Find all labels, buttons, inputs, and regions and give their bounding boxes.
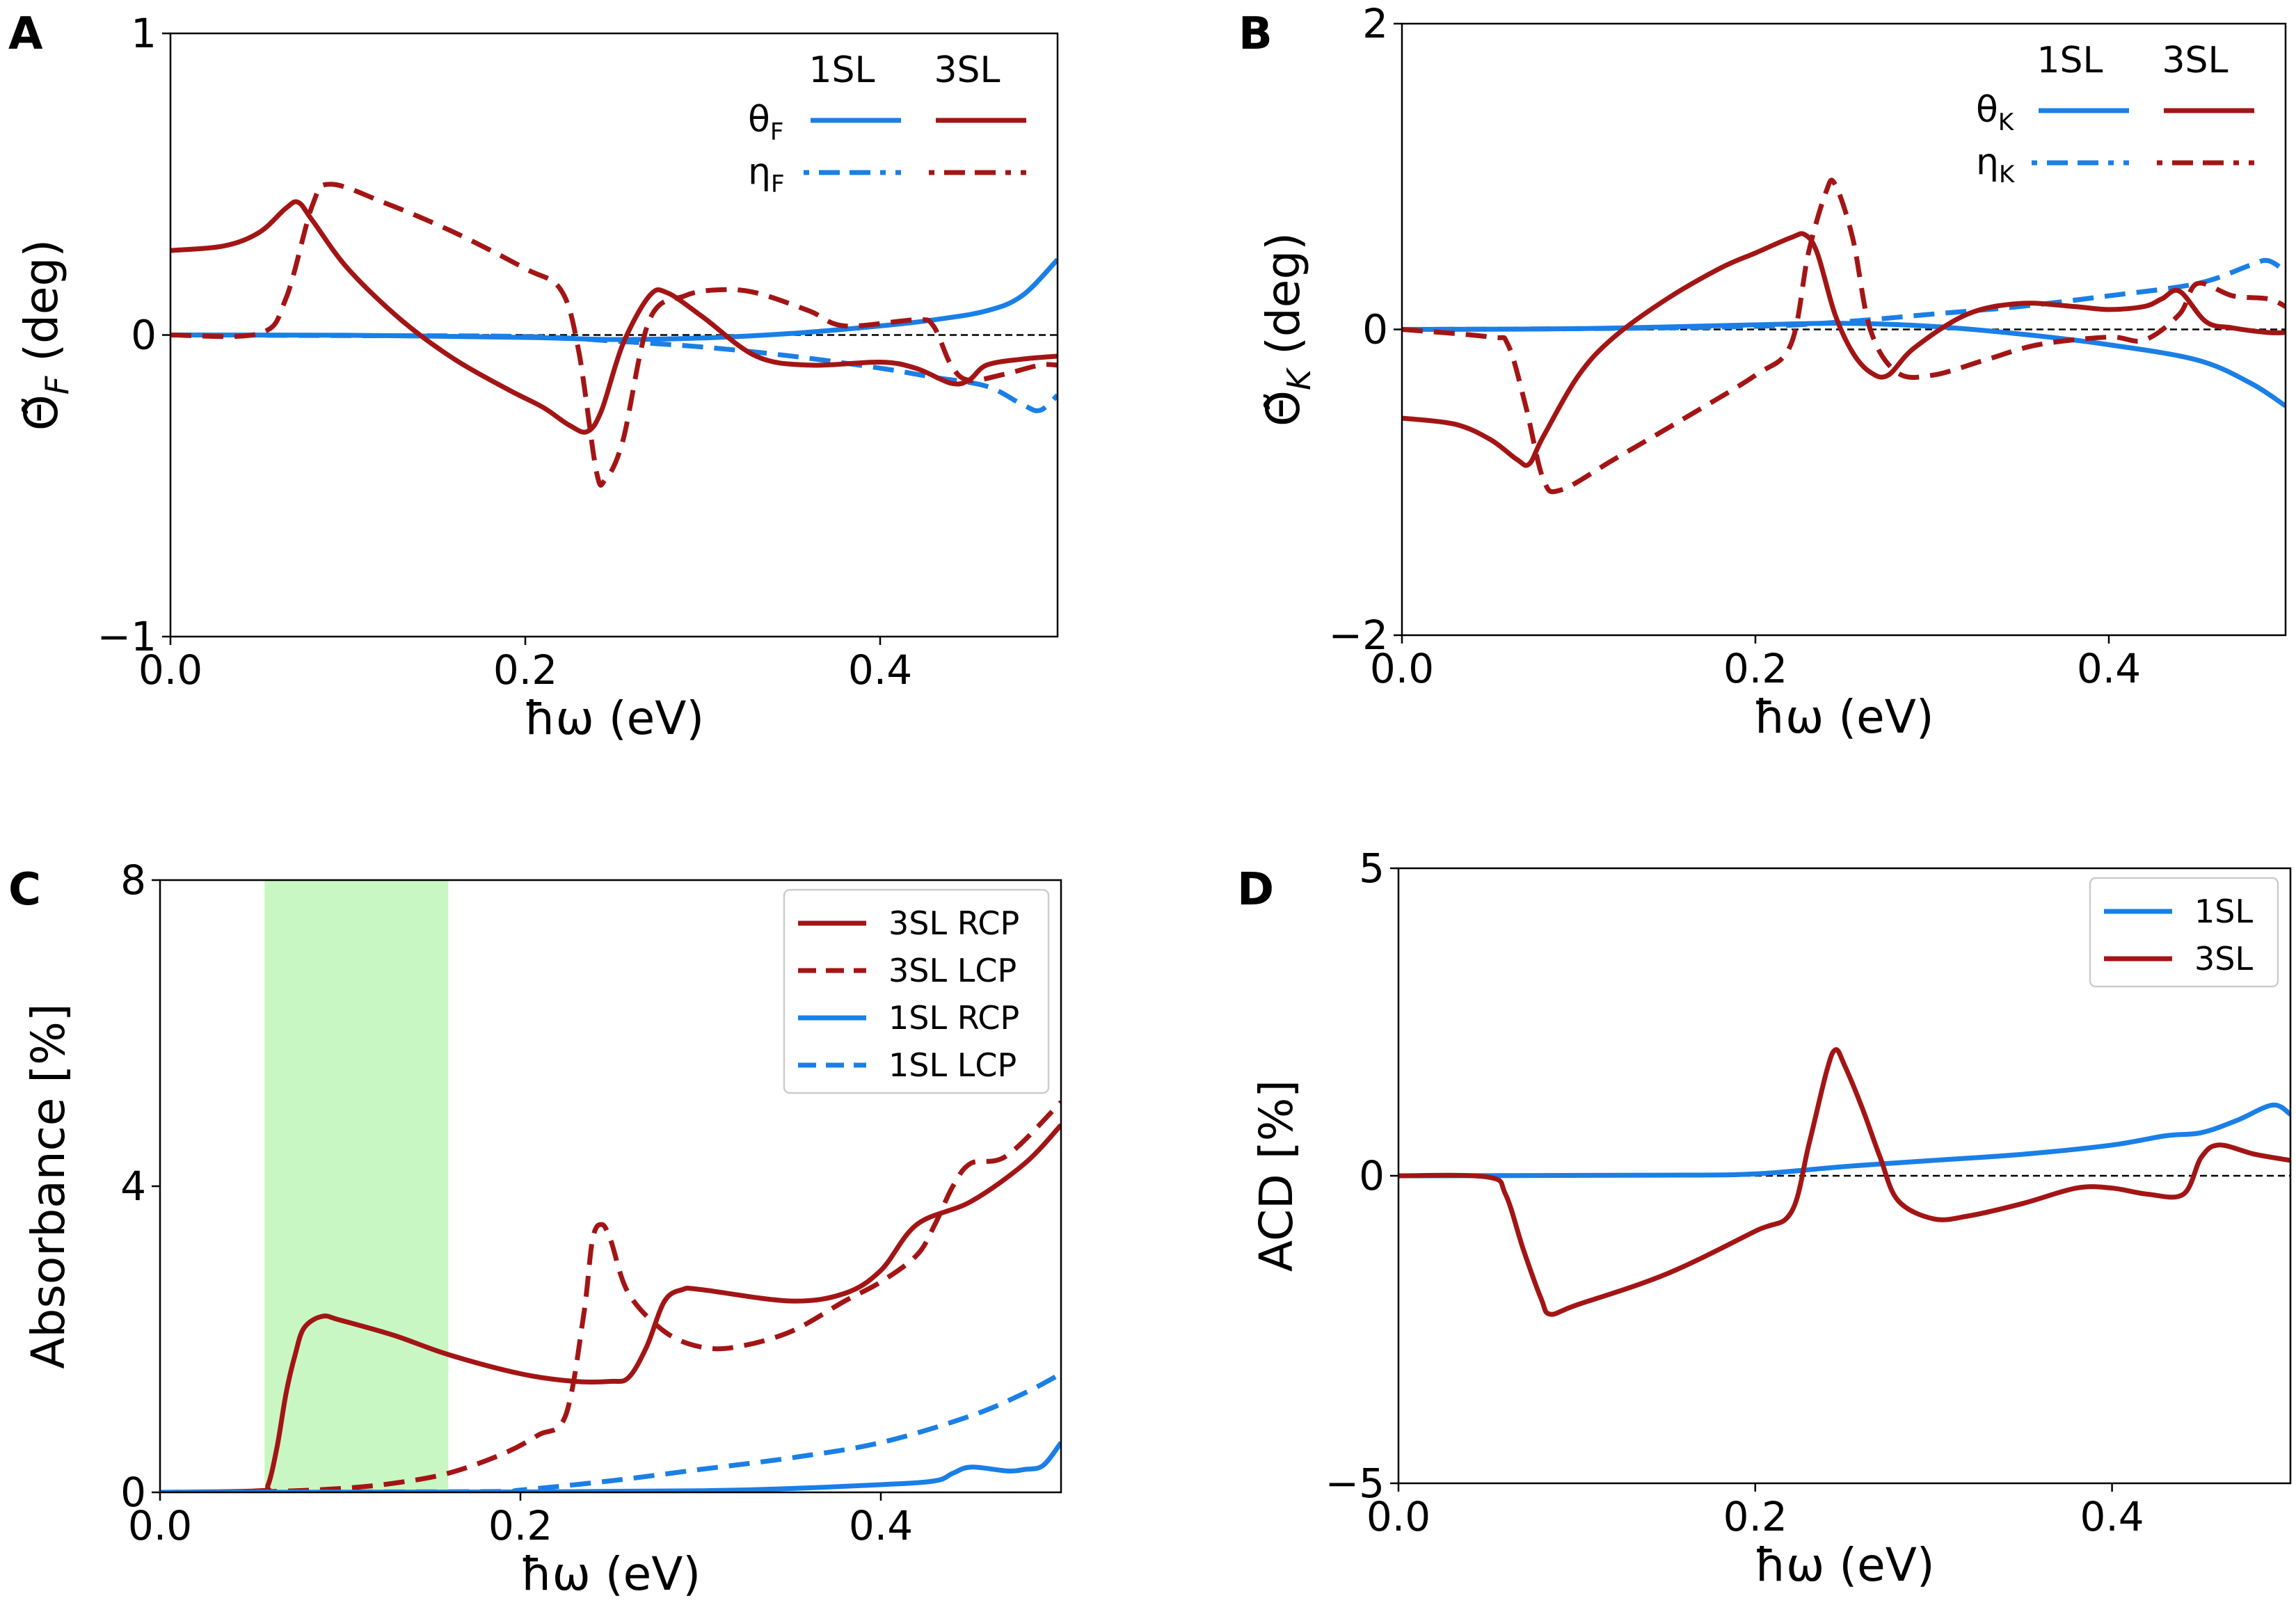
legend-column-header: 3SL <box>2162 40 2228 81</box>
y-label-unit: (deg) <box>1257 232 1310 369</box>
series-line-3sl-k <box>1402 177 2286 495</box>
y-tick-label: 5 <box>1359 845 1385 892</box>
legend-entry-label: 1SL RCP <box>888 999 1019 1037</box>
y-axis-label: Θ̃F (deg) <box>15 239 76 431</box>
legend-column-header: 3SL <box>934 49 1000 91</box>
panel-letter: B <box>1238 8 1273 60</box>
x-tick-label: 0.0 <box>128 1502 192 1549</box>
series-group <box>170 182 1058 488</box>
y-tick-label: 0 <box>1359 1152 1385 1199</box>
x-axis-label: ħω (eV) <box>1753 690 1934 744</box>
x-tick-label: 0.2 <box>488 1502 552 1549</box>
panel-letter: D <box>1237 864 1274 916</box>
series-line-3sl-rcp <box>160 1123 1061 1492</box>
y-tick-label: 1 <box>131 10 157 57</box>
y-axis-label: Θ̃K (deg) <box>1257 232 1318 426</box>
panel-a: 0.0 0.2 0.4 −1 0 1 ħω (eV) Θ̃F (deg) A 1SL 3SL θF ηF <box>8 8 1059 745</box>
panel-letter: C <box>8 864 41 916</box>
panel-c: 0.0 0.2 0.4 0 4 8 ħω (eV) Absorbance [%] C 3SL RC… <box>8 856 1062 1601</box>
y-label-symbol: Θ̃ <box>1257 390 1310 426</box>
y-label-symbol: Θ̃ <box>15 394 68 431</box>
legend-entry-label: 1SL <box>2194 893 2253 930</box>
legend: 1SL 3SL θK ηK <box>1976 40 2254 189</box>
x-axis-label: ħω (eV) <box>524 692 704 745</box>
x-tick-label: 0.0 <box>1366 1493 1430 1540</box>
legend: 1SL 3SL θF ηF <box>748 49 1026 198</box>
x-tick-label: 0.4 <box>2077 645 2141 692</box>
series-line-1sl-f <box>170 257 1058 342</box>
legend-entry-label: 3SL <box>2194 940 2253 977</box>
y-tick-label: −5 <box>1325 1460 1385 1507</box>
y-tick-label: 2 <box>1362 0 1388 47</box>
x-axis-label: ħω (eV) <box>1754 1538 1934 1592</box>
x-axis-label: ħω (eV) <box>520 1547 701 1601</box>
y-tick-label: 0 <box>131 312 157 359</box>
series-line-1sl-f <box>170 333 1058 413</box>
highlight-band <box>264 880 449 1492</box>
y-tick-label: 0 <box>1362 306 1388 353</box>
x-tick-label: 0.2 <box>1723 1493 1787 1540</box>
panel-letter: A <box>8 8 43 60</box>
y-axis-label: Absorbance [%] <box>22 1003 75 1368</box>
legend-entry-label: 3SL RCP <box>888 904 1019 942</box>
series-group <box>1398 1047 2290 1317</box>
legend-column-header: 1SL <box>2036 40 2103 81</box>
x-tick-label: 0.4 <box>849 1502 913 1549</box>
series-line-3sl <box>1398 1047 2290 1317</box>
legend-entry-label: 3SL LCP <box>888 952 1017 989</box>
x-tick-label: 0.2 <box>1723 645 1787 692</box>
series-line-1sl <box>1398 1102 2290 1179</box>
legend-entry-label: 1SL LCP <box>888 1046 1017 1084</box>
y-tick-label: −1 <box>97 613 157 660</box>
y-axis-label: ACD [%] <box>1250 1080 1303 1272</box>
x-tick-label: 0.4 <box>848 646 912 694</box>
y-tick-label: 8 <box>120 856 146 904</box>
legend-row-label: θK <box>1976 89 2015 136</box>
series-line-3sl-k <box>1402 231 2286 468</box>
y-tick-label: 0 <box>120 1469 146 1516</box>
series-group <box>1402 177 2286 495</box>
x-tick-label: 0.0 <box>1370 645 1434 692</box>
series-line-1sl-k <box>1402 257 2286 332</box>
y-label-subscript: F <box>38 376 76 394</box>
y-label-subscript: K <box>1280 367 1318 390</box>
x-tick-label: 0.0 <box>138 646 202 694</box>
y-tick-label: 4 <box>120 1163 146 1210</box>
series-line-3sl-f <box>170 182 1058 488</box>
legend-row-label: ηF <box>748 151 785 198</box>
y-label-unit: (deg) <box>15 239 68 376</box>
x-tick-label: 0.2 <box>493 646 557 694</box>
legend-column-header: 1SL <box>808 49 875 91</box>
legend-row-label: θF <box>748 99 783 146</box>
series-line-3sl-f <box>170 199 1058 435</box>
legend-box <box>783 888 1050 1094</box>
x-tick-label: 0.4 <box>2080 1493 2144 1540</box>
panel-b: 0.0 0.2 0.4 −2 0 2 ħω (eV) Θ̃K (deg) B 1SL 3SL θK ηK <box>1238 0 2287 744</box>
legend-row-label: ηK <box>1976 141 2016 189</box>
series-line-3sl-lcp <box>160 1100 1061 1492</box>
y-tick-label: −2 <box>1329 612 1389 659</box>
legend: 3SL RCP 3SL LCP 1SL RCP 1SL LCP <box>783 888 1050 1094</box>
